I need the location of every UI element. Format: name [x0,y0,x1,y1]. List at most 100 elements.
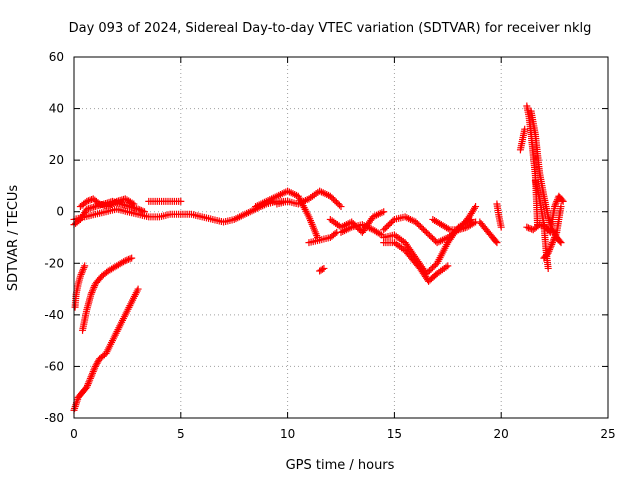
data-point [111,198,119,206]
data-point [546,246,554,254]
data-point [389,217,397,225]
x-tick-label: 10 [280,427,295,441]
y-tick-label: 40 [49,102,64,116]
data-point [387,218,395,226]
data-points [70,102,567,414]
data-point [413,220,421,228]
y-axis-label: SDTVAR / TECUs [6,185,21,292]
series-track-3 [76,195,138,211]
data-point [556,237,564,245]
series-track-16 [380,239,452,285]
series-track-19 [493,200,505,231]
data-point [425,231,433,239]
data-point [470,219,478,227]
data-point [85,378,93,386]
data-point [383,223,391,231]
series-track-4 [145,197,185,205]
data-point [444,262,452,270]
data-point [472,203,480,211]
data-point [551,203,559,211]
data-point [88,195,96,203]
data-point [81,262,89,270]
data-point [544,249,552,257]
data-point [88,371,96,379]
data-point [380,226,388,234]
series-track-13 [337,221,386,239]
data-point [381,224,389,232]
data-point [86,376,94,384]
data-point [415,221,423,229]
data-point [430,262,438,270]
data-point [326,192,334,200]
data-point [552,199,560,207]
data-point [121,257,129,265]
data-point [126,255,134,263]
data-point [89,369,97,377]
data-point [548,240,556,248]
data-point [83,383,91,391]
data-point [427,233,435,241]
data-point [90,366,98,374]
series-track-7 [70,285,142,414]
y-tick-label: -80 [44,411,64,425]
series-track-10 [305,228,341,247]
data-point [444,225,452,233]
data-point [549,237,557,245]
data-point [83,197,91,205]
data-point [337,203,345,211]
data-point [78,269,86,277]
plot-frame [73,56,609,419]
data-point [492,237,500,245]
data-point [551,234,559,241]
x-tick-label: 20 [494,427,509,441]
data-point [551,201,559,209]
data-point [422,228,430,236]
y-tick-label: -20 [44,256,64,270]
x-tick-label: 0 [70,427,78,441]
series-track-5 [71,262,89,311]
data-point [380,208,388,216]
data-point [384,221,392,229]
series-track-11 [316,264,328,275]
data-point [92,361,100,369]
data-point [334,200,342,208]
data-point [120,258,128,266]
data-point [91,362,99,370]
chart-title: Day 093 of 2024, Sidereal Day-to-day VTE… [69,21,592,36]
data-point [87,290,95,298]
data-point [418,224,426,232]
x-tick-label: 25 [600,427,615,441]
data-point [427,265,435,273]
y-tick-label: 60 [49,50,64,64]
series-track-24 [523,192,567,236]
data-point [332,198,340,206]
data-point [134,285,142,293]
data-point [335,201,343,209]
data-point [546,244,554,252]
data-point [545,247,553,255]
data-point [558,196,566,204]
data-point [557,239,565,247]
data-point [77,270,85,278]
data-point [329,195,337,203]
data-point [429,264,437,272]
data-point [87,373,95,381]
data-point [419,225,427,233]
data-point [552,230,560,238]
data-point [90,283,98,291]
data-point [424,230,432,238]
data-point [547,242,555,250]
data-point [416,222,424,230]
series-track-9 [273,187,345,211]
data-point [539,222,547,230]
data-point [412,218,420,226]
data-point [523,223,531,231]
data-point [497,223,505,231]
data-point [76,272,84,280]
data-point [139,207,147,215]
data-point [430,236,438,244]
data-point [88,289,96,297]
data-point [550,235,558,243]
y-axis-ticks: -80 -60 -40 -20 0 20 40 60 [44,50,608,425]
